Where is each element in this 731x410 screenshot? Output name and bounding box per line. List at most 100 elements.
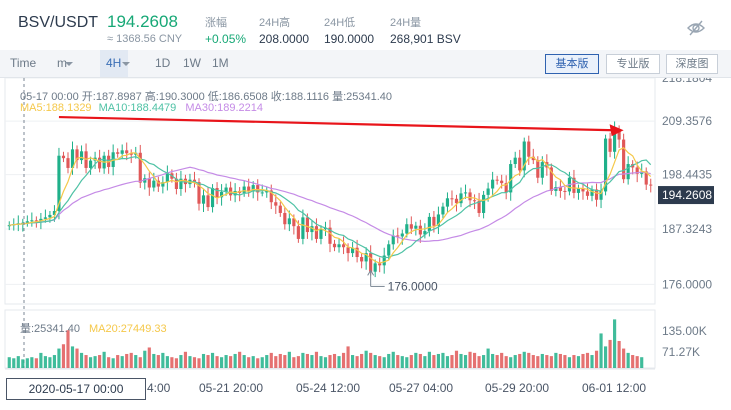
volume-bar (369, 352, 373, 368)
volume-bar (387, 353, 391, 368)
candle-body (341, 244, 346, 248)
volume-bar (156, 355, 160, 368)
candle-body (197, 182, 201, 204)
volume-bar (436, 353, 441, 368)
volume-bar (61, 344, 66, 368)
pro-view-button[interactable]: 专业版 (606, 54, 660, 74)
candle-body (626, 164, 630, 180)
time-tick-label: 05-24 12:00 (296, 381, 360, 395)
time-tick-label: 4:00 (147, 381, 171, 395)
volume-bar (7, 357, 11, 368)
candle-body (201, 195, 206, 204)
volume-bar (188, 356, 192, 368)
volume-bar (170, 357, 174, 368)
interval-4h[interactable]: 4H (100, 50, 130, 77)
candle-body (450, 198, 454, 200)
depth-chart-button[interactable]: 深度图 (666, 54, 718, 74)
candle-body (405, 224, 409, 234)
volume-bar (418, 353, 422, 368)
time-tick-label: 05-29 20:00 (485, 381, 549, 395)
candle-body (495, 179, 499, 181)
volume-bar (472, 352, 477, 368)
candle-body (351, 247, 355, 254)
volume-bar (332, 353, 337, 368)
time-label[interactable]: Time (10, 56, 37, 70)
eye-off-icon[interactable] (686, 18, 706, 38)
candle-body (269, 190, 273, 203)
interval-1w[interactable]: 1W (183, 56, 201, 70)
ma-legend: MA5:188.1329 MA10:188.4479 MA30:189.2214 (20, 102, 263, 114)
candle-body (603, 138, 608, 192)
volume-bar (129, 352, 133, 368)
candle-body (247, 186, 251, 192)
last-price: 194.2608 (107, 12, 178, 31)
volume-bar (554, 352, 558, 368)
candle-body (292, 218, 296, 227)
candle-body (310, 226, 314, 233)
volume-bar (292, 357, 296, 368)
low-marker-label: 176.0000 (388, 279, 438, 293)
volume-bar (409, 355, 413, 368)
volume-bar (201, 353, 206, 368)
volume-bar (445, 356, 450, 368)
volume-bar (603, 346, 608, 368)
volume-bar (219, 357, 224, 368)
minute-dropdown[interactable]: m (57, 50, 73, 77)
volume-bar (206, 355, 210, 368)
volume-bar (30, 357, 34, 368)
volume-bar (509, 357, 513, 368)
interval-1d[interactable]: 1D (155, 56, 171, 70)
candle-body (360, 257, 364, 262)
volume-bar (518, 353, 522, 368)
basic-view-button[interactable]: 基本版 (545, 54, 599, 74)
candle-body (125, 150, 129, 154)
volume-ma20-label: MA20:27449.33 (89, 323, 167, 335)
kline-chart[interactable]: 218.1804 209.3576 198.4435 194.2608 187.3243… (0, 71, 731, 410)
volume-bar (138, 357, 142, 368)
volume-bar (454, 350, 459, 368)
volume-bar (93, 356, 97, 368)
volume-bar (459, 353, 463, 368)
volume-bar (269, 352, 273, 368)
candle-body (129, 153, 133, 155)
volume-bar (423, 356, 427, 368)
candle-body (472, 200, 477, 202)
candle-body (39, 218, 43, 221)
volume-bar (622, 348, 626, 368)
volume-bar (48, 357, 52, 368)
volume-legend: 量:25341.40 MA20:27449.33 (20, 320, 167, 336)
volume-bar (79, 352, 84, 368)
candle-body (576, 188, 581, 193)
price-tick-label: 194.2608 (662, 188, 712, 202)
candle-body (463, 192, 468, 194)
candle-body (7, 225, 11, 227)
stat-change-label: 涨幅 (205, 17, 227, 29)
candle-body (219, 191, 224, 198)
volume-tick-label: 135.00K (662, 324, 707, 338)
volume-bar (66, 330, 70, 368)
volume-bar (585, 352, 590, 368)
candle-body (400, 233, 404, 237)
volume-bar (513, 355, 517, 368)
ma5-line (9, 146, 652, 264)
candle-body (414, 225, 418, 229)
interval-1m[interactable]: 1M (212, 56, 229, 70)
volume-bar (84, 355, 88, 368)
candle-body (165, 173, 169, 183)
candle-body (346, 247, 350, 254)
volume-bar (396, 355, 400, 368)
volume-bar (522, 351, 526, 368)
price-tick-label: 218.1804 (662, 78, 712, 85)
candle-body (418, 225, 422, 235)
volume-bar (39, 352, 43, 368)
candle-body (369, 253, 373, 272)
volume-bar (287, 351, 291, 368)
candle-body (522, 141, 526, 171)
candle-body (48, 214, 52, 218)
candlestick-chart[interactable]: 218.1804 209.3576 198.4435 194.2608 187.3243… (0, 71, 731, 410)
pair-name[interactable]: BSV/USDT (18, 14, 99, 31)
volume-bar (531, 355, 535, 368)
volume-bar (305, 353, 309, 368)
time-tick-label: 05-21 20:00 (199, 381, 263, 395)
volume-bar (391, 351, 395, 368)
